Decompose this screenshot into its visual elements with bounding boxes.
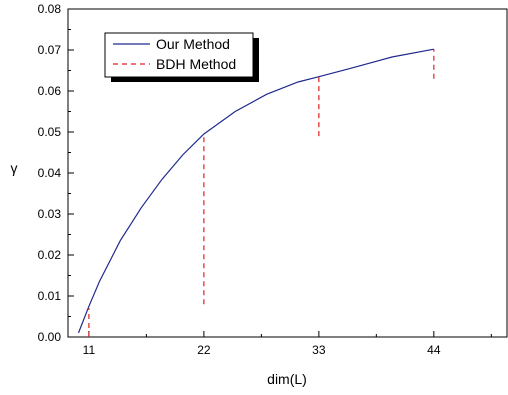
legend: Our Method BDH Method xyxy=(104,32,259,82)
y-tick-label: 0.08 xyxy=(38,2,62,16)
y-tick-label: 0.03 xyxy=(38,207,62,221)
y-tick-label: 0.04 xyxy=(38,166,62,180)
x-axis-label: dim(L) xyxy=(267,371,307,387)
y-tick-label: 0.05 xyxy=(38,125,62,139)
legend-box xyxy=(104,32,254,78)
legend-label-our-method: Our Method xyxy=(156,36,230,52)
plot-series xyxy=(77,48,435,337)
y-axis-label: γ xyxy=(11,160,18,176)
legend-label-bdh-method: BDH Method xyxy=(156,56,236,72)
x-axis: 11 22 33 44 xyxy=(83,331,492,357)
y-tick-label: 0.02 xyxy=(38,248,62,262)
series-line-our-method xyxy=(77,48,434,334)
x-tick-label: 44 xyxy=(427,343,441,357)
y-tick-label: 0.06 xyxy=(38,84,62,98)
x-tick-label: 22 xyxy=(197,343,211,357)
y-tick-label: 0.07 xyxy=(38,43,62,57)
y-axis: 0.00 0.01 0.02 0.03 0.04 0.05 0.06 0.07 0.08 xyxy=(38,2,74,344)
y-tick-label: 0.00 xyxy=(38,330,62,344)
x-tick-label: 33 xyxy=(312,343,326,357)
x-tick-label: 11 xyxy=(83,343,96,357)
y-tick-label: 0.01 xyxy=(38,289,62,303)
